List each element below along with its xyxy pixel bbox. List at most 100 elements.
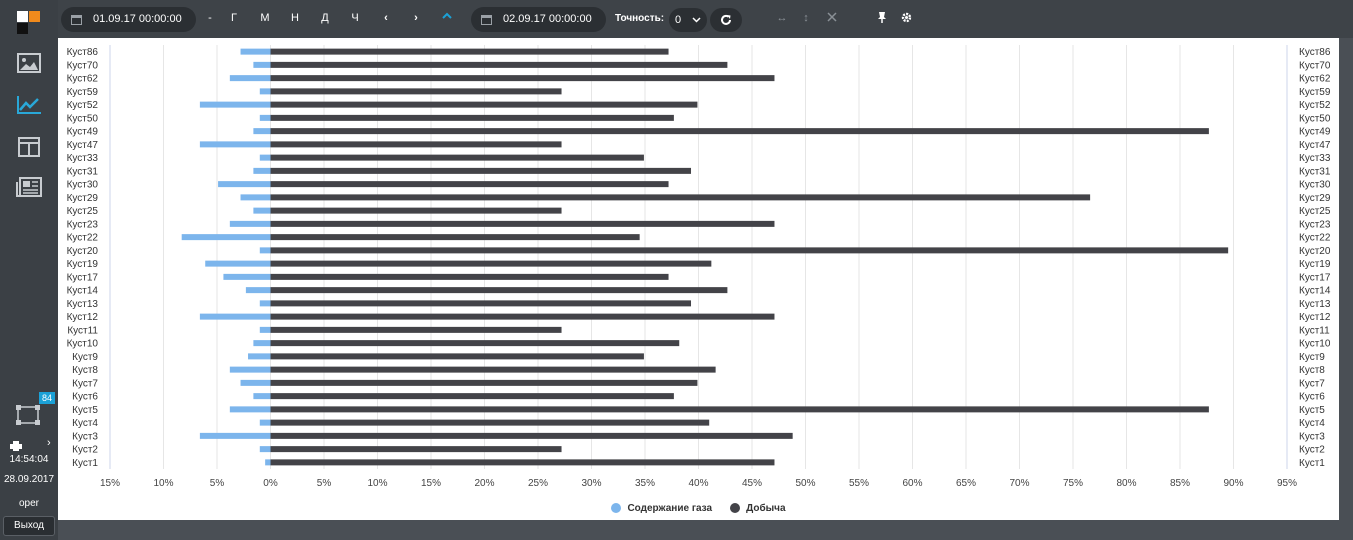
chevron-left-icon[interactable]: ‹: [384, 12, 388, 24]
app-logo: [17, 11, 41, 35]
bar-production: [270, 114, 674, 121]
x-tick-label: 95%: [1277, 478, 1297, 489]
y-tick-label-left: Куст29: [67, 193, 99, 204]
y-tick-label-left: Куст9: [72, 352, 98, 363]
chevron-right-icon[interactable]: ›: [414, 12, 418, 24]
bar-production: [270, 366, 716, 373]
x-tick-label: 75%: [1063, 478, 1083, 489]
y-tick-label-left: Куст19: [67, 259, 99, 270]
date-to-field[interactable]: 02.09.17 00:00:00: [471, 7, 606, 32]
x-tick-label: 15%: [100, 478, 120, 489]
bar-gas: [199, 101, 271, 108]
y-tick-label-right: Куст14: [1299, 286, 1331, 297]
y-tick-label-right: Куст6: [1299, 392, 1325, 403]
bar-gas: [253, 61, 271, 68]
date-from-field[interactable]: 01.09.17 00:00:00: [61, 7, 196, 32]
image-icon[interactable]: [16, 52, 42, 74]
refresh-button[interactable]: [710, 8, 742, 32]
y-tick-label-left: Куст30: [67, 180, 99, 191]
exit-button[interactable]: Выход: [3, 516, 55, 536]
chevron-right-icon[interactable]: ›: [47, 437, 51, 449]
accuracy-label: Точность:: [615, 13, 665, 24]
bar-gas: [218, 181, 271, 188]
status-strip: [58, 520, 1339, 540]
y-tick-label-left: Куст25: [67, 206, 99, 217]
x-tick-label: 15%: [421, 478, 441, 489]
clock-time: 14:54:04: [9, 454, 49, 465]
x-tick-label: 85%: [1170, 478, 1190, 489]
y-tick-label-left: Куст10: [67, 339, 99, 350]
period-year-button[interactable]: Г: [231, 12, 237, 24]
bar-production: [270, 419, 710, 426]
bar-gas: [253, 207, 271, 214]
period-day-button[interactable]: Д: [321, 12, 329, 24]
y-tick-label-right: Куст1: [1299, 458, 1325, 469]
fullscreen-icon[interactable]: [824, 12, 840, 25]
y-tick-label-right: Куст10: [1299, 339, 1331, 350]
accuracy-select[interactable]: 0: [669, 8, 707, 32]
y-tick-label-right: Куст2: [1299, 445, 1325, 456]
y-tick-label-right: Куст86: [1299, 47, 1331, 58]
bar-production: [270, 273, 669, 280]
bar-gas: [181, 234, 271, 241]
x-tick-label: 65%: [956, 478, 976, 489]
y-tick-label-right: Куст33: [1299, 153, 1331, 164]
bar-production: [270, 167, 692, 174]
bar-gas: [240, 194, 271, 201]
bar-gas: [240, 48, 271, 55]
y-tick-label-right: Куст52: [1299, 100, 1331, 111]
bar-gas: [253, 128, 271, 135]
period-hour-button[interactable]: Ч: [351, 12, 359, 24]
print-icon[interactable]: [10, 438, 22, 451]
network-icon[interactable]: [16, 404, 42, 426]
y-tick-label-left: Куст20: [67, 246, 99, 257]
y-tick-label-left: Куст12: [67, 312, 99, 323]
y-tick-label-left: Куст50: [67, 113, 99, 124]
report-icon[interactable]: [16, 176, 42, 198]
chart-icon[interactable]: [16, 94, 42, 116]
notification-badge[interactable]: 84: [39, 392, 55, 404]
bar-production: [270, 379, 698, 386]
layout-icon[interactable]: [16, 136, 42, 158]
bar-gas: [229, 220, 271, 227]
y-tick-label-left: Куст47: [67, 140, 99, 151]
y-tick-label-left: Куст70: [67, 60, 99, 71]
y-tick-label-left: Куст17: [67, 272, 99, 283]
y-tick-label-left: Куст5: [72, 405, 98, 416]
legend-marker-gas: [611, 503, 622, 513]
period-week-button[interactable]: Н: [291, 12, 299, 24]
bar-production: [270, 353, 644, 360]
y-tick-label-left: Куст2: [72, 445, 98, 456]
legend-item-gas[interactable]: Содержание газа: [611, 500, 712, 516]
y-tick-label-left: Куст6: [72, 392, 98, 403]
expand-horizontal-icon[interactable]: ↔: [776, 12, 788, 24]
x-tick-label: 10%: [153, 478, 173, 489]
bar-gas: [199, 432, 271, 439]
bar-gas: [205, 260, 271, 267]
bar-production: [270, 340, 680, 347]
bar-production: [270, 128, 1209, 135]
bar-gas: [199, 313, 271, 320]
accuracy-value: 0: [675, 14, 682, 26]
bar-gas: [253, 340, 271, 347]
period-month-button[interactable]: М: [260, 12, 270, 24]
y-tick-label-right: Куст62: [1299, 74, 1331, 85]
bar-gas: [240, 379, 271, 386]
pin-icon[interactable]: [874, 12, 890, 26]
bar-production: [270, 247, 1229, 254]
bar-production: [270, 88, 562, 95]
y-tick-label-right: Куст19: [1299, 259, 1331, 270]
y-tick-label-left: Куст14: [67, 286, 99, 297]
legend-item-production[interactable]: Добыча: [730, 500, 786, 516]
y-tick-label-left: Куст7: [72, 378, 98, 389]
x-tick-label: 80%: [1116, 478, 1136, 489]
gear-icon[interactable]: [898, 12, 914, 26]
expand-vertical-icon[interactable]: ↕: [803, 12, 809, 24]
y-tick-label-right: Куст7: [1299, 378, 1325, 389]
chevron-up-icon[interactable]: [439, 10, 455, 23]
y-tick-label-right: Куст30: [1299, 180, 1331, 191]
legend-label-gas: Содержание газа: [627, 502, 713, 514]
y-tick-label-left: Куст22: [67, 233, 99, 244]
bar-production: [270, 220, 775, 227]
y-tick-label-right: Куст11: [1299, 325, 1330, 336]
